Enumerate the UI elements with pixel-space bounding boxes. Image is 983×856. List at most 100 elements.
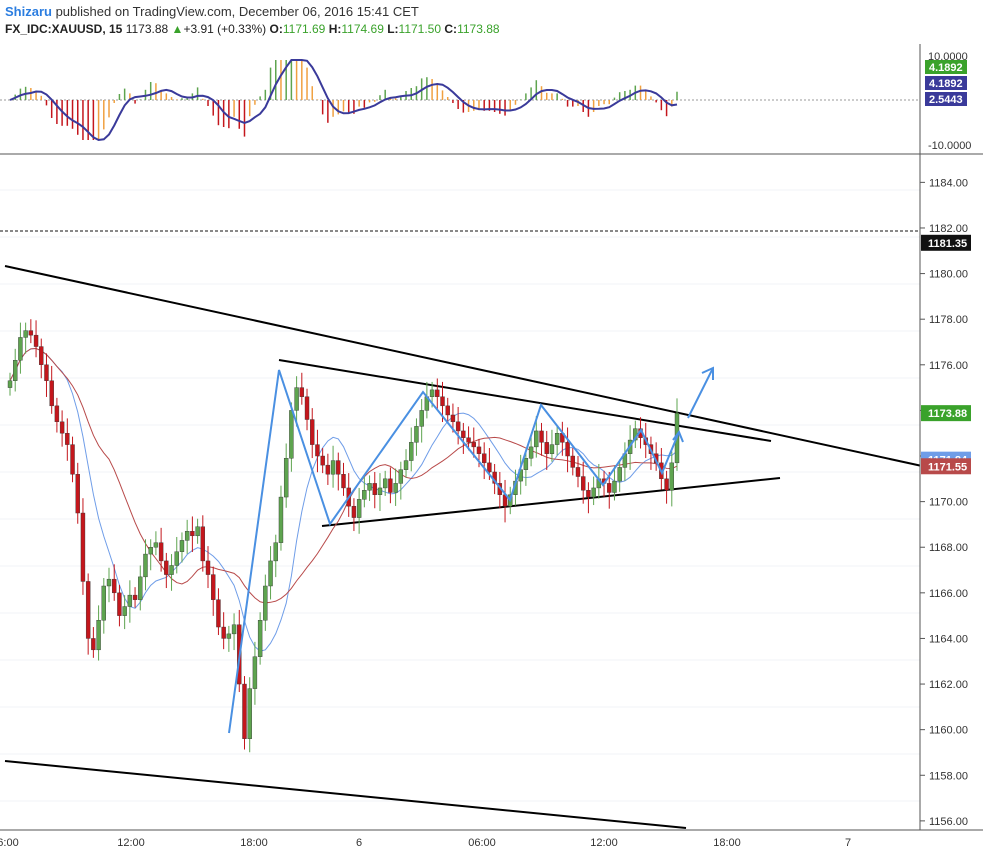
candle-body	[403, 460, 409, 470]
candle-body	[304, 396, 310, 420]
candle-body	[591, 487, 596, 498]
high-value: 1174.69	[341, 22, 384, 36]
candle-body	[377, 487, 383, 495]
price-tick-label: 1182.00	[929, 223, 968, 235]
triangle-upper[interactable]	[278, 359, 772, 442]
candle-body	[325, 464, 331, 475]
candle-body	[586, 490, 591, 498]
osc-signal-line[interactable]	[9, 59, 678, 142]
grid	[0, 189, 920, 802]
candle-body	[575, 467, 581, 477]
price-tick-label: 1158.00	[929, 770, 968, 782]
candle-body	[398, 469, 404, 484]
candle-body	[263, 585, 268, 621]
candle-body	[476, 446, 482, 454]
candle-body	[247, 688, 252, 739]
candle-body	[242, 683, 247, 739]
wave-path[interactable]	[228, 369, 680, 734]
candle-body	[581, 476, 586, 491]
candle-body	[315, 444, 320, 457]
candle-body	[278, 496, 284, 543]
candle-body	[174, 551, 179, 566]
candle-body	[143, 553, 148, 578]
candle-body	[466, 437, 471, 443]
price-tag	[921, 234, 971, 251]
author-link[interactable]: Shizaru	[5, 4, 52, 19]
time-tick-label: 18:00	[713, 837, 741, 849]
candle-body	[59, 421, 65, 434]
candle-body	[221, 626, 226, 639]
price-tag-label: 1173.88	[928, 408, 967, 420]
candle-body	[429, 389, 435, 397]
triangle-lower[interactable]	[321, 477, 781, 527]
candle-body	[184, 531, 190, 541]
trendline-lower-channel[interactable]	[4, 760, 687, 829]
candle-body	[112, 578, 117, 594]
candle-body	[289, 410, 294, 459]
candle-body	[669, 462, 674, 491]
price-tag-label: 1181.35	[928, 238, 967, 250]
candle-body	[65, 433, 70, 445]
candle-body	[565, 442, 570, 457]
candle-body	[205, 560, 211, 575]
ohlc-line: FX_IDC:XAUUSD, 15 1173.88 ▲+3.91 (+0.33%…	[5, 22, 500, 36]
candle-body	[351, 505, 357, 518]
candle-body	[75, 474, 80, 514]
publish-line: Shizaru published on TradingView.com, De…	[5, 4, 419, 19]
candle-body	[273, 542, 278, 562]
price-tick-label: 1170.00	[929, 497, 968, 509]
candle-body	[455, 421, 461, 432]
candles	[7, 319, 680, 753]
time-tick-label: 7	[845, 837, 851, 849]
candle-body	[388, 478, 393, 493]
candle-body	[158, 542, 164, 562]
candle-body	[607, 483, 612, 493]
price-pane[interactable]	[0, 155, 920, 830]
breakout-arrow-icon	[701, 366, 714, 380]
candle-body	[336, 460, 341, 475]
candle-body	[393, 483, 398, 493]
candle-body	[153, 542, 159, 548]
candle-body	[49, 380, 54, 407]
ma-slow-line[interactable]	[9, 347, 678, 604]
candle-body	[461, 430, 466, 438]
right-axis[interactable]	[920, 44, 983, 830]
candle-body	[106, 578, 112, 587]
indicator-tag	[925, 60, 967, 74]
price-tick-label: 1164.00	[929, 633, 968, 645]
low-value: 1171.50	[398, 22, 442, 36]
candle-body	[117, 592, 122, 616]
price-tick-label: 1168.00	[929, 542, 968, 554]
candle-body	[190, 531, 195, 537]
indicator-tag	[925, 92, 967, 106]
candle-body	[164, 560, 169, 575]
candle-body	[435, 389, 440, 397]
candle-body	[419, 410, 424, 427]
breakout-arrow[interactable]	[687, 367, 714, 419]
candle-body	[544, 442, 549, 454]
candle-body	[294, 387, 299, 411]
candle-body	[356, 499, 362, 518]
chart-header: Shizaru published on TradingView.com, De…	[0, 0, 983, 40]
projection-arrows	[228, 366, 714, 734]
symbol-label[interactable]: FX_IDC:XAUUSD, 15	[5, 22, 123, 36]
candle-body	[372, 483, 377, 495]
publish-text: published on TradingView.com, December 0…	[51, 4, 419, 19]
candle-body	[7, 380, 13, 388]
indicator-tag-label: 4.1892	[929, 62, 963, 74]
trendline-upper[interactable]	[4, 265, 923, 467]
candle-body	[70, 444, 75, 475]
candle-body	[487, 462, 492, 473]
price-tick-label: 1176.00	[929, 360, 968, 372]
candle-body	[362, 490, 367, 500]
time-tick-label: 6	[356, 837, 362, 849]
high-label: H:	[328, 22, 342, 36]
candle-body	[481, 453, 487, 464]
candle-body	[257, 620, 263, 657]
final-arrow-icon	[672, 429, 684, 443]
candle-body	[283, 458, 289, 498]
close-value: 1173.88	[457, 22, 500, 36]
time-tick-label: 06:00	[468, 837, 496, 849]
